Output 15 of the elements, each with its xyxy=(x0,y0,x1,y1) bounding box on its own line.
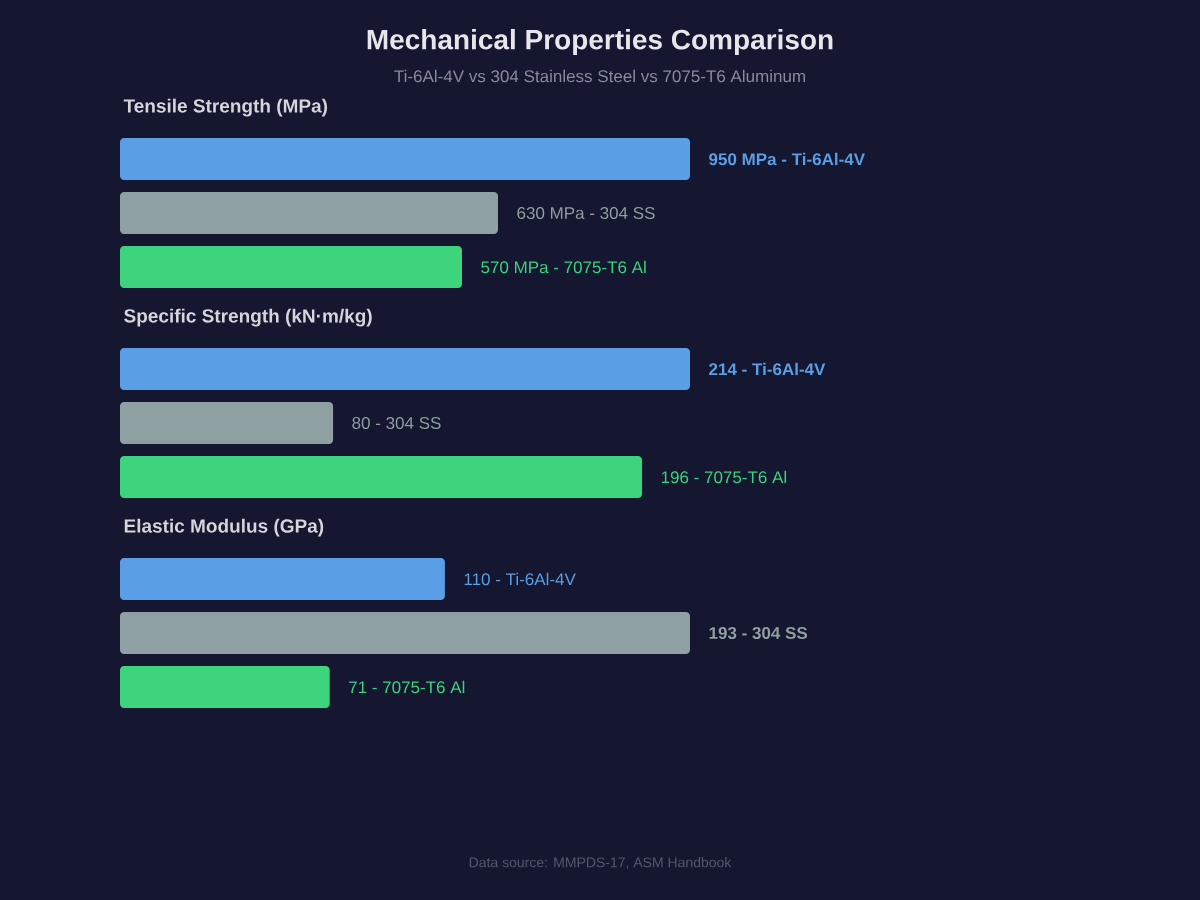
chart-title: Tensile Strength (MPa) xyxy=(123,98,328,117)
data-label: 80 - 304 SS xyxy=(352,416,441,430)
data-label: 214 - Ti-6Al-4V xyxy=(709,362,826,376)
text: Ti-6Al-4V vs 304 Stainless Steel vs 7075-T6 Aluminum xyxy=(394,69,805,83)
data-label: 196 - 7075-T6 Al xyxy=(661,470,787,484)
chart-title: Elastic Modulus (GPa) xyxy=(124,518,324,537)
data-label: 950 MPa - Ti-6Al-4V xyxy=(709,152,865,166)
data-label: 110 - Ti-6Al-4V xyxy=(464,572,576,586)
data-label: 630 MPa - 304 SS xyxy=(517,206,655,220)
text: Mechanical Properties Comparison xyxy=(367,28,833,56)
data-label: 570 MPa - 7075-T6 Al xyxy=(481,260,646,274)
chart-title: Specific Strength (kN·m/kg) xyxy=(124,308,372,327)
data-label: 193 - 304 SS xyxy=(709,626,808,640)
source-note: Data source: MMPDS-17, ASM Handbook xyxy=(469,857,732,869)
data-label: 71 - 7075-T6 Al xyxy=(349,680,465,694)
